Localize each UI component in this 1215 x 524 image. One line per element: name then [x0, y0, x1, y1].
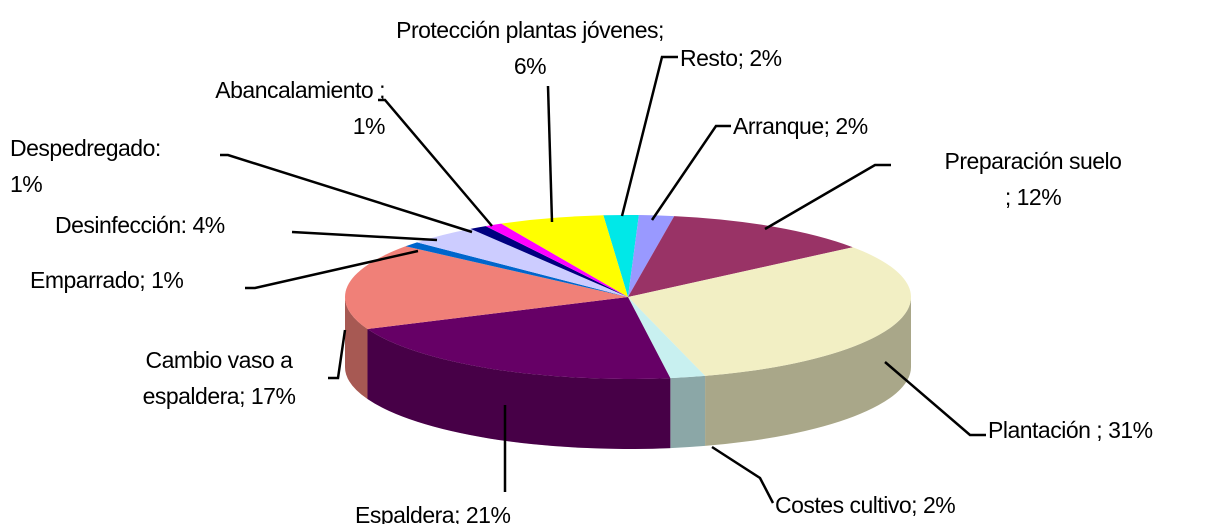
slice — [417, 228, 628, 297]
category-label: Protección plantas jóvenes; — [396, 17, 664, 43]
category-label: Cambio vaso a espaldera; — [142, 347, 293, 409]
leader-line — [328, 329, 347, 380]
category-label: Resto; — [680, 45, 744, 71]
category-label: Espaldera; — [355, 502, 460, 524]
slice — [628, 297, 706, 379]
slice-label: Arranque; 2% — [733, 108, 953, 144]
slice-label: Resto; 2% — [680, 40, 880, 76]
category-label: Preparación suelo — [944, 148, 1122, 174]
value-label: ; 12% — [1004, 184, 1062, 210]
category-label: Despedregado: — [10, 135, 161, 161]
category-label: Desinfección: — [55, 212, 187, 238]
slice-label: Espaldera; 21% — [355, 497, 575, 524]
slice-side — [705, 297, 911, 446]
slice — [345, 246, 628, 330]
slice-side — [367, 329, 671, 449]
slice-label: Emparrado; 1% — [30, 262, 250, 298]
slice-label: Abancalamiento ; 1% — [135, 72, 385, 144]
category-label: Emparrado; — [30, 267, 146, 293]
leader-line — [291, 230, 438, 242]
slice — [367, 297, 671, 379]
slice-label: Despedregado: 1% — [10, 130, 220, 202]
slice — [501, 215, 628, 297]
value-label: 21% — [465, 502, 511, 524]
leader-line — [245, 249, 419, 290]
slice-side-shade — [345, 297, 368, 400]
category-label: Arranque; — [733, 113, 830, 139]
leader-line — [220, 153, 473, 234]
slice-side-shade — [367, 329, 671, 449]
slice-side-shade — [670, 375, 706, 449]
slice — [485, 223, 628, 297]
value-label: 1% — [151, 267, 184, 293]
leader-line — [650, 124, 731, 221]
slice-label: Plantación ; 31% — [988, 412, 1208, 448]
value-label: 4% — [192, 212, 225, 238]
leader-line — [378, 98, 493, 227]
value-label: 17% — [250, 383, 296, 409]
leader-line — [620, 55, 678, 217]
slice-side — [345, 297, 368, 400]
slice — [603, 215, 639, 297]
value-label: 2% — [749, 45, 782, 71]
slice — [628, 215, 675, 297]
value-label: 2% — [922, 492, 956, 518]
slice-label: Cambio vaso a espaldera; 17% — [108, 342, 330, 414]
category-label: Plantación ; — [988, 417, 1103, 443]
category-label: Abancalamiento ; — [215, 77, 385, 103]
slice — [470, 226, 628, 297]
slice-label: Costes cultivo; 2% — [775, 487, 1015, 523]
slice-label: Preparación suelo ; 12% — [893, 143, 1173, 215]
slice — [628, 247, 912, 376]
slice-side-shade — [705, 297, 911, 446]
value-label: 1% — [10, 171, 43, 197]
value-label: 2% — [835, 113, 868, 139]
value-label: 1% — [352, 113, 386, 139]
leader-line — [884, 361, 986, 437]
slice — [628, 216, 853, 297]
slice — [405, 242, 628, 297]
value-label: 6% — [513, 53, 547, 79]
slice-side — [670, 375, 706, 449]
leader-line — [764, 163, 891, 231]
leader-line — [546, 85, 554, 223]
leader-line — [711, 445, 775, 504]
slice-label: Desinfección: 4% — [55, 207, 295, 243]
category-label: Costes cultivo; — [775, 492, 918, 518]
slice-label: Protección plantas jóvenes; 6% — [395, 12, 665, 84]
value-label: 31% — [1108, 417, 1153, 443]
